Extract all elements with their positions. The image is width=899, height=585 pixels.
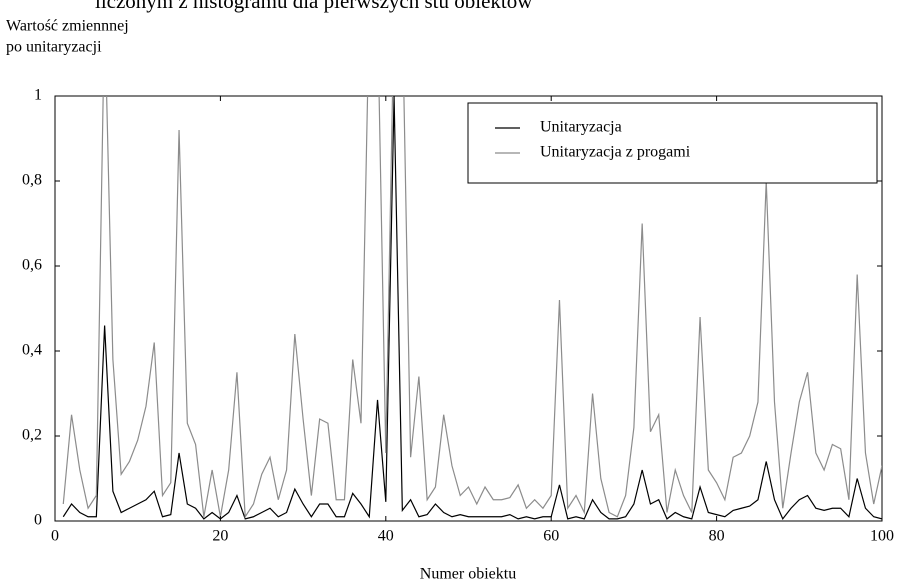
legend-label: Unitaryzacja z progami: [540, 144, 691, 161]
series-line: [62, 96, 882, 521]
y-axis-label: Wartość zmiennnej: [6, 18, 129, 35]
legend-label: Unitaryzacja: [540, 119, 622, 136]
y-tick-label: 1: [34, 87, 42, 104]
y-tick-label: 0,2: [22, 427, 42, 444]
series-layer: [62, 96, 882, 521]
x-tick-label: 80: [709, 528, 725, 545]
chart-title: liczonym z histogramu dla pierwszych stu…: [95, 0, 533, 13]
y-tick-label: 0,8: [22, 172, 42, 189]
y-axis-label: po unitaryzacji: [6, 39, 102, 56]
x-tick-label: 40: [378, 528, 394, 545]
plot-frame: [54, 95, 883, 522]
legend-box: [467, 102, 878, 184]
x-axis-label: Numer obiektu: [420, 566, 516, 583]
x-tick-label: 60: [543, 528, 559, 545]
y-tick-label: 0: [34, 512, 42, 529]
y-tick-label: 0,4: [22, 342, 42, 359]
series-line: [62, 96, 882, 519]
x-tick-label: 100: [870, 528, 894, 545]
x-tick-label: 0: [51, 528, 59, 545]
y-tick-label: 0,6: [22, 257, 42, 274]
x-tick-label: 20: [212, 528, 228, 545]
